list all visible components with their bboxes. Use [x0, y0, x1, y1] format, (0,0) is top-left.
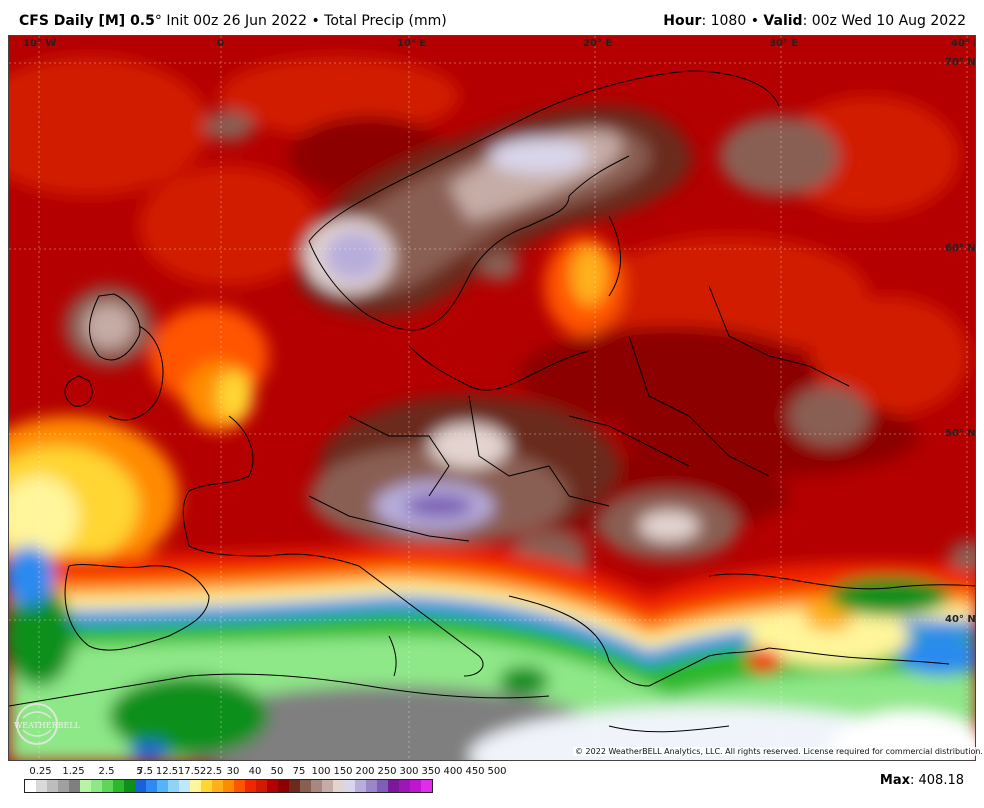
map-title: CFS Daily [M] 0.5° Init 00z 26 Jun 2022 … [19, 13, 447, 29]
colorbar-label: 22.5 [199, 766, 223, 777]
colorbar-swatch [333, 780, 344, 792]
colorbar-swatch [311, 780, 322, 792]
colorbar-swatch [278, 780, 289, 792]
colorbar-swatch [421, 780, 432, 792]
colorbar-swatch [256, 780, 267, 792]
colorbar-label: 0.25 [29, 766, 52, 777]
colorbar-label: 350 [421, 766, 441, 777]
colorbar-swatch [267, 780, 278, 792]
colorbar-swatch [25, 780, 36, 792]
colorbar-label: 200 [355, 766, 375, 777]
colorbar-label: 75 [292, 766, 306, 777]
colorbar-label: 150 [333, 766, 353, 777]
colorbar-swatch [47, 780, 58, 792]
colorbar-swatch [289, 780, 300, 792]
colorbar-swatch [80, 780, 91, 792]
colorbar-swatch [245, 780, 256, 792]
copyright-notice: © 2022 WeatherBELL Analytics, LLC. All r… [573, 747, 984, 756]
title-bar: CFS Daily [M] 0.5° Init 00z 26 Jun 2022 … [0, 0, 984, 40]
precip-map[interactable]: 10° W 0 10° E 20° E 30° E 40° E 70° N 60… [8, 35, 976, 761]
title-bullet-2: • [750, 13, 759, 29]
colorbar-swatch [410, 780, 421, 792]
colorbar-label: 2.5 [98, 766, 115, 777]
colorbar-swatch [355, 780, 366, 792]
colorbar-swatch [168, 780, 179, 792]
lat-label-70n: 70° N [945, 57, 976, 68]
lon-label-10w: 10° W [23, 38, 57, 49]
colorbar-swatch [135, 780, 146, 792]
colorbar-label: 1.25 [62, 766, 85, 777]
colorbar-label: 250 [377, 766, 397, 777]
lon-label-10e: 10° E [397, 38, 427, 49]
max-number: : 408.18 [910, 773, 964, 788]
colorbar-swatch [388, 780, 399, 792]
colorbar-swatch [179, 780, 190, 792]
colorbar-swatch [234, 780, 245, 792]
colorbar-swatch [201, 780, 212, 792]
colorbar-swatch [300, 780, 311, 792]
colorbar-swatch [58, 780, 69, 792]
colorbar-swatch [212, 780, 223, 792]
colorbar-swatch [146, 780, 157, 792]
hour-label: Hour [663, 13, 702, 29]
colorbar-labels: 0.25 1.25 2.5 5 7.5 12.5 17.5 22.5 30 40 50 75 100 15… [24, 766, 704, 778]
degree-sign: ° [154, 13, 162, 29]
colorbar-label: 12.5 [155, 766, 179, 777]
lon-label-0: 0 [217, 38, 224, 49]
colorbar-swatch [377, 780, 388, 792]
colorbar-label: 40 [248, 766, 262, 777]
colorbar-label: 100 [311, 766, 331, 777]
colorbar [24, 779, 433, 793]
colorbar-label: 50 [270, 766, 284, 777]
field-name: Total Precip (mm) [324, 13, 447, 29]
colorbar-swatch [399, 780, 410, 792]
max-label: Max [879, 773, 910, 788]
colorbar-label: 450 [465, 766, 485, 777]
precip-field [9, 36, 975, 760]
valid-time-info: Hour: 1080 • Valid: 00z Wed 10 Aug 2022 [663, 13, 966, 29]
colorbar-swatch [91, 780, 102, 792]
init-time: Init 00z 26 Jun 2022 [166, 13, 307, 29]
colorbar-label: 500 [487, 766, 507, 777]
title-bullet: • [311, 13, 320, 29]
lat-label-40n: 40° N [945, 614, 976, 625]
colorbar-swatch [344, 780, 355, 792]
lon-label-30e: 30° E [769, 38, 799, 49]
colorbar-swatch [322, 780, 333, 792]
lon-label-40e: 40° E [951, 38, 975, 49]
colorbar-swatch [157, 780, 168, 792]
colorbar-swatch [190, 780, 201, 792]
colorbar-swatch [102, 780, 113, 792]
colorbar-swatch [36, 780, 47, 792]
colorbar-swatch [124, 780, 135, 792]
valid-value: : 00z Wed 10 Aug 2022 [802, 13, 966, 29]
valid-label: Valid [763, 13, 803, 29]
colorbar-label: 400 [443, 766, 463, 777]
colorbar-swatch [113, 780, 124, 792]
max-value: Max: 408.18 [880, 773, 964, 788]
lon-label-20e: 20° E [583, 38, 613, 49]
colorbar-label: 5 [136, 766, 143, 777]
lat-label-50n: 50° N [945, 428, 976, 439]
hour-value: : 1080 [701, 13, 747, 29]
colorbar-label: 17.5 [177, 766, 201, 777]
colorbar-swatch [69, 780, 80, 792]
model-name: CFS Daily [M] 0.5 [19, 13, 155, 29]
lat-label-60n: 60° N [945, 243, 976, 254]
colorbar-swatch [366, 780, 377, 792]
colorbar-label: 300 [399, 766, 419, 777]
colorbar-label: 30 [226, 766, 240, 777]
weatherbell-logo-icon: WEATHERBELL [14, 703, 81, 745]
colorbar-label: 7.5 [137, 766, 153, 777]
logo-wordmark: WEATHERBELL [14, 721, 81, 730]
colorbar-swatch [223, 780, 234, 792]
